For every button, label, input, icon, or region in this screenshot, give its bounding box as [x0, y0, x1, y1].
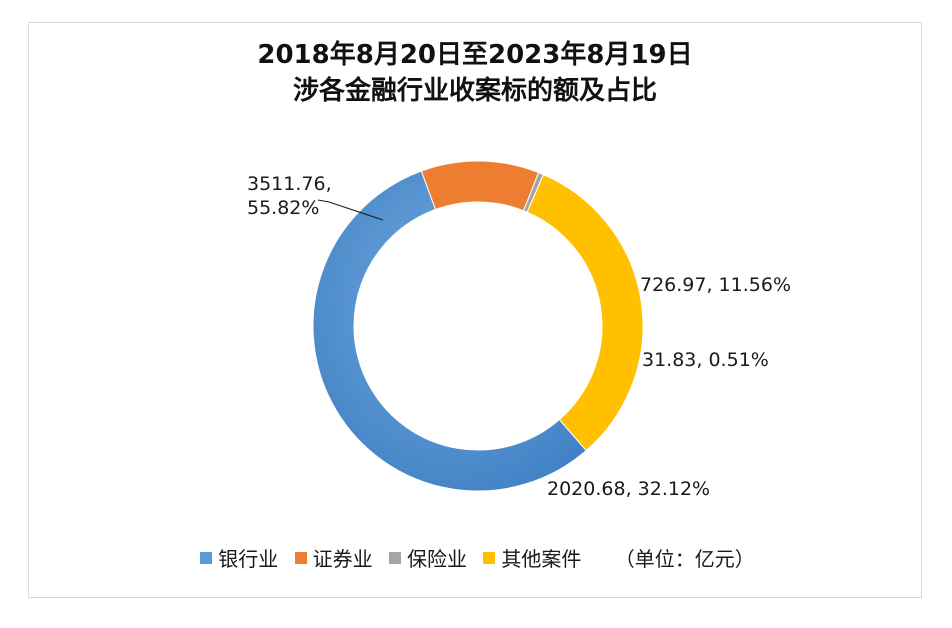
donut-slices [312, 160, 644, 492]
legend-swatch-insurance [389, 551, 401, 564]
chart-title-line-2: 涉各金融行业收案标的额及占比 [292, 76, 657, 106]
chart-title-line-1: 2018年8月20日至2023年8月19日 [257, 40, 693, 70]
legend-item-banking: 银行业 [200, 543, 278, 572]
data-label-banking: 3511.76, 55.82% [247, 173, 332, 219]
chart-frame: 2018年8月20日至2023年8月19日 涉各金融行业收案标的额及占比 351… [28, 22, 922, 598]
data-label-securities: 726.97, 11.56% [640, 274, 791, 296]
legend-item-insurance: 保险业 [389, 543, 467, 572]
legend-label-insurance: 保险业 [407, 547, 467, 571]
leader-lines [317, 199, 384, 221]
legend-swatch-securities [294, 551, 307, 564]
donut-chart: 3511.76, 55.82% 726.97, 11.56% 31.83, 0.51%… [247, 160, 791, 500]
slice-securities [420, 160, 540, 212]
legend-item-other: 其他案件 [483, 543, 581, 572]
data-labels: 3511.76, 55.82% 726.97, 11.56% 31.83, 0.51%… [247, 173, 791, 500]
slice-banking [312, 170, 587, 492]
chart-title: 2018年8月20日至2023年8月19日 涉各金融行业收案标的额及占比 [29, 37, 921, 109]
slice-other [526, 173, 644, 452]
legend-label-banking: 银行业 [218, 547, 279, 571]
legend-label-securities: 证券业 [312, 547, 373, 571]
legend-label-other: 其他案件 [501, 547, 582, 571]
data-label-insurance: 31.83, 0.51% [642, 349, 769, 371]
legend-swatch-banking [200, 551, 213, 564]
legend-swatch-other [483, 551, 496, 564]
leader-line-banking [317, 199, 384, 221]
legend-item-securities: 证券业 [294, 543, 373, 572]
legend: 银行业 证券业 保险业 其他案件 （单位：亿元） [29, 543, 921, 572]
unit-label: （单位：亿元） [614, 547, 755, 571]
data-label-other: 2020.68, 32.12% [547, 478, 710, 500]
